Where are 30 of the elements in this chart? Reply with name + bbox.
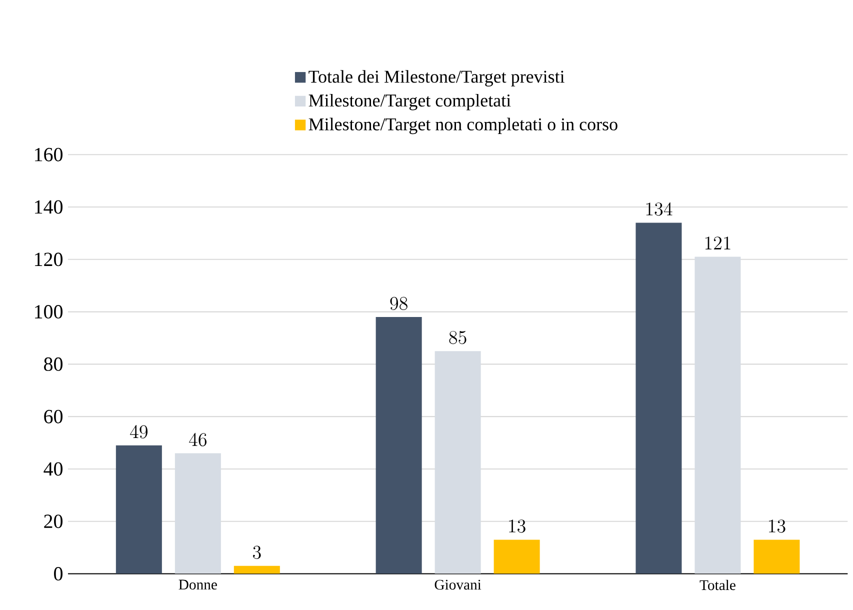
data-label: 46 <box>189 433 207 446</box>
y-tick-label: 60 <box>44 410 63 424</box>
data-label: 121 <box>705 236 730 250</box>
y-tick-label: 80 <box>44 358 63 372</box>
data-label: 85 <box>449 331 466 344</box>
y-tick-label: 120 <box>35 252 63 266</box>
data-label: 13 <box>769 520 786 533</box>
legend-label: Milestone/Target non completati o in corso <box>308 118 618 134</box>
legend-label: Milestone/Target completati <box>308 94 511 110</box>
legend-label: Totale dei Milestone/Target previsti <box>308 70 564 87</box>
bar <box>754 540 800 574</box>
data-label: 13 <box>509 520 526 533</box>
bar <box>494 540 540 574</box>
x-tick-label: Totale <box>700 580 736 590</box>
x-tick-label: Donne <box>178 580 217 590</box>
data-label: 134 <box>646 202 672 216</box>
bar <box>116 446 162 574</box>
data-label: 49 <box>130 425 148 439</box>
data-label: 98 <box>390 297 408 310</box>
bar <box>636 222 682 574</box>
y-tick-label: 40 <box>44 462 63 476</box>
data-label: 3 <box>253 546 261 560</box>
y-tick-label: 0 <box>54 567 63 581</box>
y-tick-label: 20 <box>44 514 63 528</box>
bar <box>376 317 422 574</box>
bar <box>234 566 280 574</box>
y-tick-label: 100 <box>35 305 63 319</box>
x-tick-label: Giovani <box>434 580 482 590</box>
y-tick-label: 140 <box>35 200 63 214</box>
y-tick-label: 160 <box>35 148 63 162</box>
